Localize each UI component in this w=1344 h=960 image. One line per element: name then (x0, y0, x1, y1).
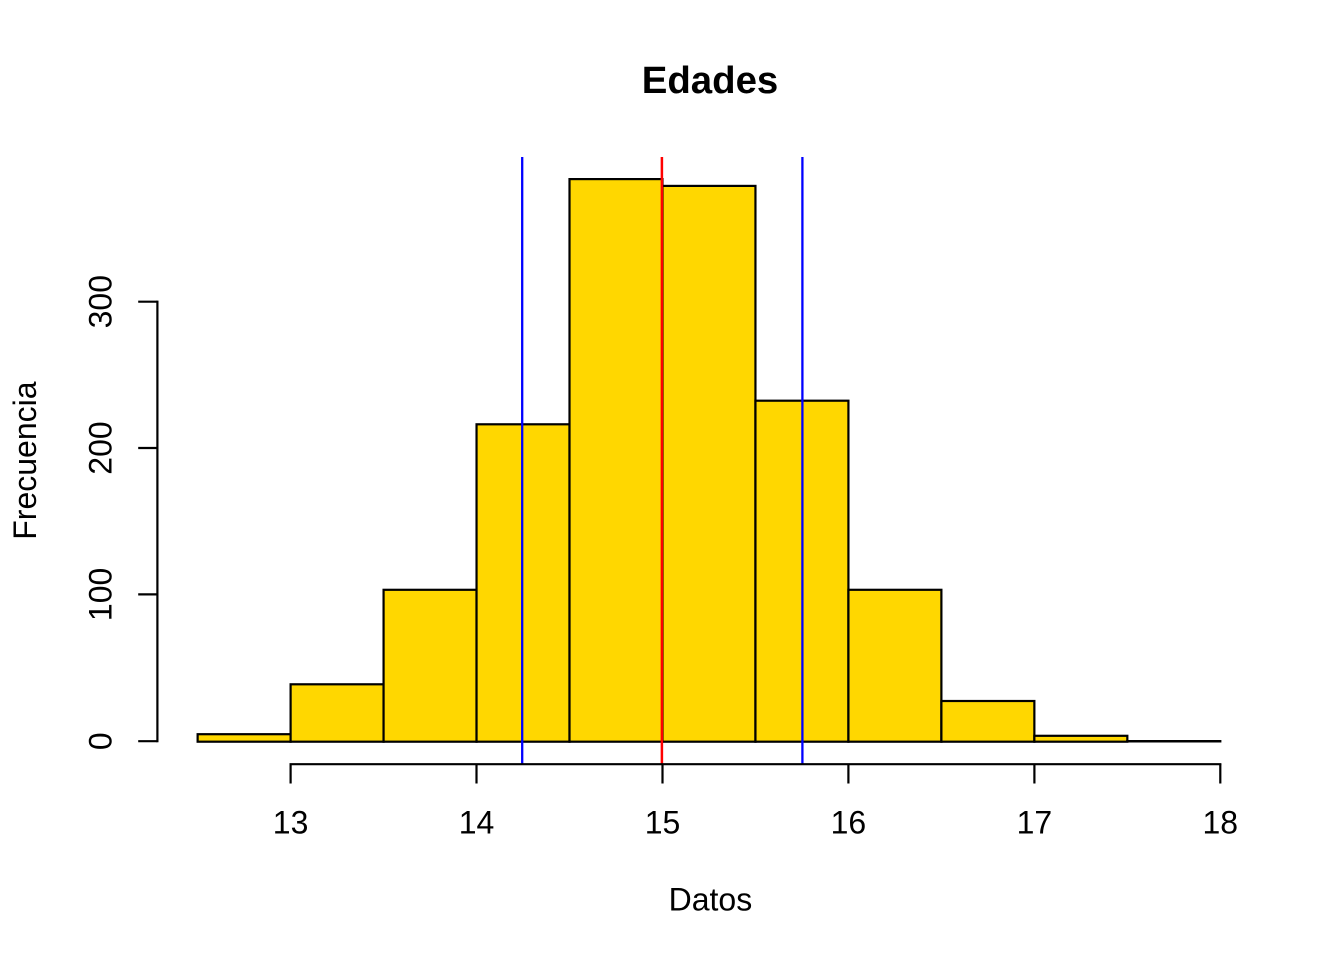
svg-text:16: 16 (831, 805, 867, 841)
svg-text:100: 100 (82, 568, 118, 621)
svg-text:Edades: Edades (642, 59, 779, 102)
svg-text:14: 14 (459, 805, 495, 841)
svg-text:13: 13 (273, 805, 309, 841)
svg-text:Datos: Datos (669, 882, 753, 918)
svg-text:18: 18 (1203, 805, 1239, 841)
svg-text:Frecuencia: Frecuencia (7, 381, 43, 539)
svg-text:200: 200 (82, 421, 118, 474)
svg-text:0: 0 (82, 732, 118, 750)
svg-text:15: 15 (645, 805, 681, 841)
svg-text:300: 300 (82, 275, 118, 328)
svg-text:17: 17 (1017, 805, 1053, 841)
